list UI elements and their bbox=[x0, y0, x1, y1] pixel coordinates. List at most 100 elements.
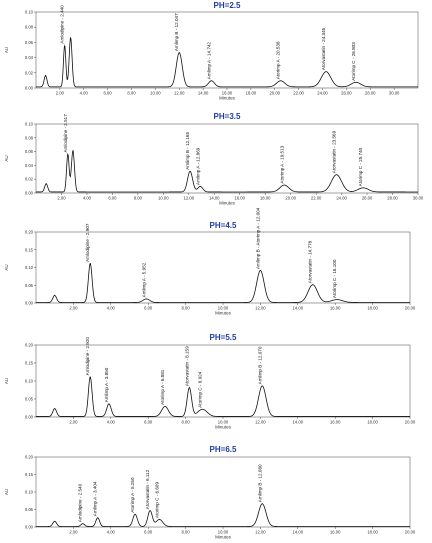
x-tick-label: 22.00 bbox=[293, 91, 304, 96]
x-tick-label: 16.00 bbox=[222, 91, 233, 96]
plot-frame bbox=[35, 11, 419, 89]
x-tick-label: 6.00 bbox=[144, 420, 153, 425]
peak-apex bbox=[89, 376, 91, 378]
peak-label: Amlodipine - 2.920 bbox=[85, 337, 90, 376]
panel-title: PH=2.5 bbox=[214, 1, 241, 10]
y-tick-label: 0.08 bbox=[25, 25, 34, 30]
x-tick-label: 24.00 bbox=[317, 91, 328, 96]
y-tick-label: 0.00 bbox=[25, 301, 34, 306]
y-tick-label: 0.05 bbox=[25, 507, 34, 512]
peak-label: Amlimp A - 3.850 bbox=[104, 367, 109, 402]
y-tick-label: 0.00 bbox=[25, 415, 34, 420]
x-tick-label: 6.00 bbox=[144, 530, 153, 535]
x-axis-label: Minutes bbox=[219, 201, 236, 206]
peak-apex bbox=[202, 408, 203, 410]
peak-apex bbox=[280, 80, 282, 82]
x-tick-label: 4.00 bbox=[107, 306, 116, 311]
x-tick-label: 10.00 bbox=[158, 196, 169, 201]
peak-apex bbox=[336, 174, 337, 176]
x-tick-label: 28.00 bbox=[365, 91, 376, 96]
y-tick-label: 0.15 bbox=[25, 472, 34, 477]
x-tick-label: 12.00 bbox=[184, 196, 195, 201]
x-tick-label: 2.00 bbox=[69, 420, 78, 425]
peak-label: Atorimp C - 26.803 bbox=[351, 42, 356, 81]
x-tick-label: 4.00 bbox=[107, 420, 116, 425]
x-tick-label: 14.00 bbox=[293, 420, 304, 425]
x-tick-label: 24.00 bbox=[336, 196, 347, 201]
peak-apex bbox=[188, 387, 190, 389]
peak-label: Amlodipine - 2.907 bbox=[85, 223, 90, 262]
chart-panel-2: PH=3.5 0.00 0.02 0.04 0.06 0.08 0.10 2.00 4.00 6.… bbox=[4, 112, 424, 206]
peak-label: Atorimp A - 19.513 bbox=[279, 145, 284, 183]
peak-apex bbox=[178, 52, 180, 54]
x-tick-label: 14.00 bbox=[293, 306, 304, 311]
peak-apex bbox=[261, 385, 263, 387]
y-tick-label: 0.15 bbox=[25, 247, 34, 252]
x-axis-label: Minutes bbox=[215, 425, 232, 430]
chromatogram-trace bbox=[36, 263, 410, 303]
y-tick-label: 0.02 bbox=[25, 177, 34, 182]
peak-label: Atorimp A - 20.538 bbox=[276, 41, 281, 79]
peak-apex bbox=[199, 186, 201, 187]
x-tick-label: 12.00 bbox=[174, 91, 185, 96]
peak-label: Atorimp C - 6.609 bbox=[154, 482, 159, 518]
panel-title: PH=3.5 bbox=[214, 112, 241, 121]
peak-apex bbox=[45, 183, 47, 185]
peak-apex bbox=[355, 81, 357, 83]
y-tick-label: 0.20 bbox=[25, 230, 34, 235]
peak-apex bbox=[54, 294, 56, 296]
peak-label: Atorimp A - 6.881 bbox=[160, 369, 165, 405]
peak-apex bbox=[108, 403, 110, 405]
x-tick-label: 8.00 bbox=[182, 530, 191, 535]
y-tick-label: 0.04 bbox=[25, 163, 34, 168]
peak-apex bbox=[82, 523, 84, 525]
y-tick-label: 0.06 bbox=[25, 149, 34, 154]
x-tick-label: 20.00 bbox=[405, 420, 416, 425]
x-tick-label: 16.00 bbox=[234, 196, 245, 201]
peak-apex bbox=[325, 71, 327, 73]
peak-apex bbox=[159, 519, 160, 520]
x-tick-label: 16.00 bbox=[330, 306, 341, 311]
peak-apex bbox=[64, 44, 66, 46]
peak-label: Amlimp B - 12.080 bbox=[257, 464, 262, 502]
peak-label: Amlodipine - 2.540 bbox=[78, 483, 83, 522]
x-tick-label: 26.00 bbox=[341, 91, 352, 96]
x-tick-label: 20.00 bbox=[285, 196, 296, 201]
y-tick-label: 0.02 bbox=[25, 70, 34, 75]
x-tick-label: 4.00 bbox=[83, 196, 92, 201]
peak-label: Atorvastatin - 6.112 bbox=[145, 469, 150, 509]
peak-label: Amlimp B - 12.070 bbox=[257, 346, 262, 384]
peak-label: Amlimp A - 5.952 bbox=[141, 262, 146, 297]
x-tick-label: 10.00 bbox=[150, 91, 161, 96]
x-tick-label: 12.00 bbox=[255, 420, 266, 425]
y-tick-label: 0.00 bbox=[25, 86, 34, 91]
x-tick-label: 18.00 bbox=[260, 196, 271, 201]
peak-apex bbox=[134, 513, 136, 515]
x-axis-label: Minutes bbox=[215, 535, 232, 540]
peak-apex bbox=[189, 170, 191, 172]
x-tick-label: 6.00 bbox=[144, 306, 153, 311]
x-tick-label: 8.00 bbox=[182, 306, 191, 311]
panel-title: PH=6.5 bbox=[210, 445, 237, 454]
x-tick-label: 22.00 bbox=[311, 196, 322, 201]
chromatogram-trace bbox=[36, 37, 418, 88]
x-tick-label: 20.00 bbox=[270, 91, 281, 96]
y-tick-label: 0.06 bbox=[25, 40, 34, 45]
peak-apex bbox=[54, 520, 56, 522]
panel-title: PH=5.5 bbox=[210, 333, 237, 342]
peak-apex bbox=[283, 184, 285, 186]
x-tick-label: 18.00 bbox=[246, 91, 257, 96]
x-tick-label: 2.00 bbox=[57, 196, 66, 201]
chromatogram-trace bbox=[36, 376, 410, 417]
peak-apex bbox=[336, 299, 338, 301]
x-tick-label: 18.00 bbox=[367, 306, 378, 311]
x-tick-label: 6.00 bbox=[108, 196, 117, 201]
panel-title: PH=4.5 bbox=[210, 221, 237, 230]
y-tick-label: 0.10 bbox=[25, 265, 34, 270]
x-tick-label: 10.00 bbox=[218, 306, 229, 311]
peak-apex bbox=[45, 75, 46, 76]
x-tick-label: 8.00 bbox=[127, 91, 136, 96]
x-tick-label: 14.00 bbox=[293, 530, 304, 535]
x-tick-label: 10.00 bbox=[218, 420, 229, 425]
peak-apex bbox=[54, 408, 56, 409]
